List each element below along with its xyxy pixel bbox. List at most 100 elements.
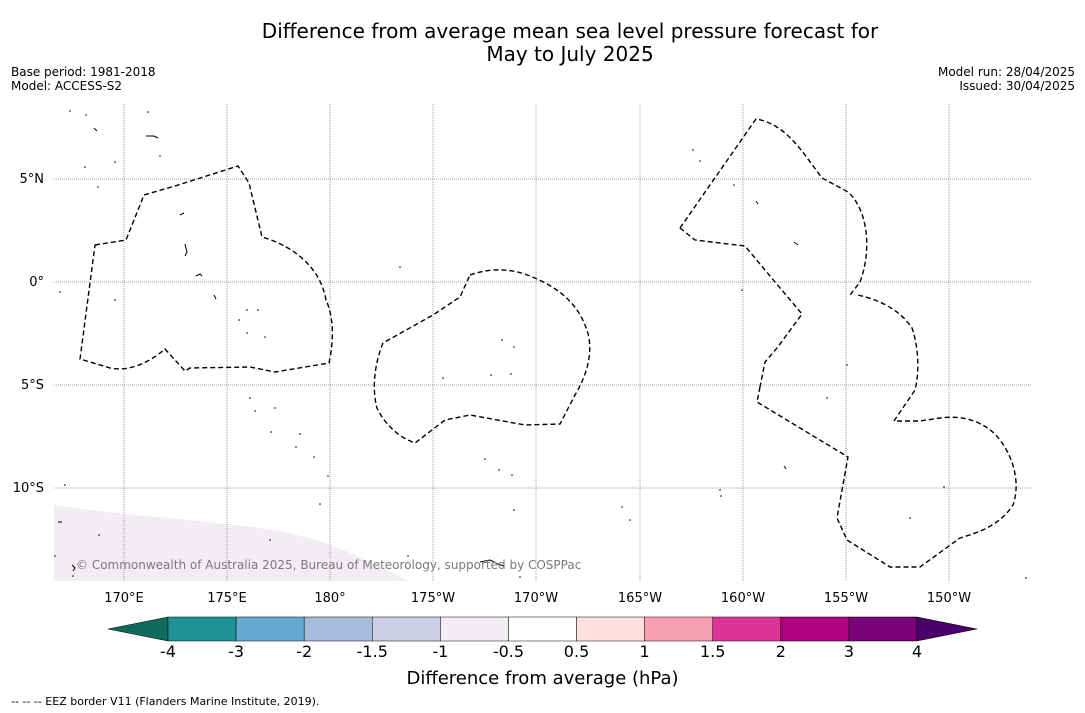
islet	[399, 266, 401, 268]
eez-border-kiribati-line-islands	[679, 118, 1017, 568]
islet	[319, 503, 321, 505]
islet	[513, 346, 515, 348]
colorbar-tick-label: -4	[160, 642, 176, 661]
islet	[257, 309, 259, 311]
island-dots	[54, 110, 1027, 579]
meta-right: Model run: 28/04/2025 Issued: 30/04/2025	[938, 65, 1075, 93]
island-10	[783, 465, 787, 470]
colorbar-segment	[508, 616, 577, 642]
colorbar-segment	[303, 616, 373, 642]
islet	[313, 456, 315, 458]
islet	[249, 397, 251, 399]
lat-labels: 5°N 0° 5°S 10°S	[13, 172, 44, 496]
eez-footnote: -- -- -- EEZ border V11 (Flanders Marine…	[11, 695, 320, 708]
islet	[59, 291, 61, 293]
lon-label-165w: 165°W	[618, 591, 662, 606]
colorbar-segment	[712, 616, 782, 642]
colorbar-segment	[644, 616, 713, 642]
island-2	[93, 127, 98, 132]
islet	[72, 575, 74, 577]
islet	[246, 309, 248, 311]
islet	[720, 495, 722, 497]
islet	[498, 469, 500, 471]
colorbar-tick-label: -1	[432, 642, 449, 661]
eez-border-jarvis	[679, 227, 803, 388]
lat-label-10s: 10°S	[13, 481, 44, 496]
islet	[741, 289, 743, 291]
islet	[295, 446, 297, 448]
islet	[407, 555, 409, 557]
islet	[621, 506, 623, 508]
colorbar-tick-label: -0.5	[492, 642, 525, 661]
islet	[147, 111, 149, 113]
colorbar-tick-label: -1.5	[356, 642, 388, 661]
colorbar-tick-label: 0.5	[563, 642, 590, 661]
map-title: Difference from average mean sea level p…	[0, 20, 1085, 66]
title-line-2: May to July 2025	[486, 42, 654, 66]
islet	[692, 149, 694, 151]
shaded-pressure-region	[54, 505, 408, 581]
colorbar-tick-label: 2	[775, 642, 786, 661]
islet	[327, 475, 329, 477]
islet	[909, 517, 911, 519]
lat-label-0: 0°	[29, 275, 44, 290]
islet	[64, 484, 66, 486]
islet	[269, 539, 271, 541]
colorbar-segment	[167, 616, 237, 642]
islet	[490, 374, 492, 376]
colorbar-tick-label: 1.5	[699, 642, 726, 661]
colorbar-segment	[235, 616, 305, 642]
eez-borders	[79, 118, 1017, 568]
lon-label-155w: 155°W	[824, 591, 868, 606]
colorbar-segment	[848, 616, 918, 642]
colorbar-tick-label: -3	[228, 642, 245, 661]
islet	[1025, 577, 1027, 579]
islet	[846, 364, 848, 366]
model-name: Model: ACCESS-S2	[11, 79, 123, 93]
eez-border-kiribati-west	[79, 165, 334, 373]
islet	[511, 474, 513, 476]
islands	[58, 127, 799, 572]
colorbar-tick-label: 1	[639, 642, 650, 661]
islet	[501, 339, 503, 341]
island-6	[213, 294, 217, 300]
islet	[270, 431, 272, 433]
islet	[519, 576, 521, 578]
islet	[84, 166, 86, 168]
islet	[246, 332, 248, 334]
island-8	[793, 241, 799, 246]
colorbar-extend-high	[916, 616, 978, 642]
islet	[54, 555, 56, 557]
map-background	[54, 104, 1031, 581]
colorbar-tick-label: 3	[843, 642, 854, 661]
islet	[114, 161, 116, 163]
islet	[629, 519, 631, 521]
island-4	[184, 243, 188, 257]
lon-label-175e: 175°E	[207, 591, 247, 606]
islet	[97, 186, 99, 188]
islet	[85, 114, 87, 116]
islet	[98, 534, 100, 536]
map-panel	[54, 104, 1031, 581]
islet	[274, 407, 276, 409]
colorbar-segment	[372, 616, 441, 642]
lon-label-180: 180°	[314, 591, 345, 606]
islet	[264, 336, 266, 338]
lon-labels: 170°E 175°E 180° 175°W 170°W 165°W 160°W…	[104, 591, 971, 606]
island-12	[71, 564, 76, 572]
islet	[69, 110, 71, 112]
lon-label-160w: 160°W	[721, 591, 765, 606]
colorbar-segment	[440, 616, 509, 642]
islet	[826, 397, 828, 399]
copyright-notice: © Commonwealth of Australia 2025, Bureau…	[76, 558, 582, 572]
colorbar-tick-label: 4	[911, 642, 923, 661]
islet	[733, 184, 735, 186]
island-3	[179, 212, 185, 216]
islet	[254, 410, 256, 412]
issued-date: Issued: 30/04/2025	[959, 79, 1075, 93]
islet	[510, 373, 512, 375]
base-period: Base period: 1981-2018	[11, 65, 156, 79]
colorbar-title: Difference from average (hPa)	[406, 668, 679, 689]
meta-left: Base period: 1981-2018 Model: ACCESS-S2	[11, 65, 156, 93]
